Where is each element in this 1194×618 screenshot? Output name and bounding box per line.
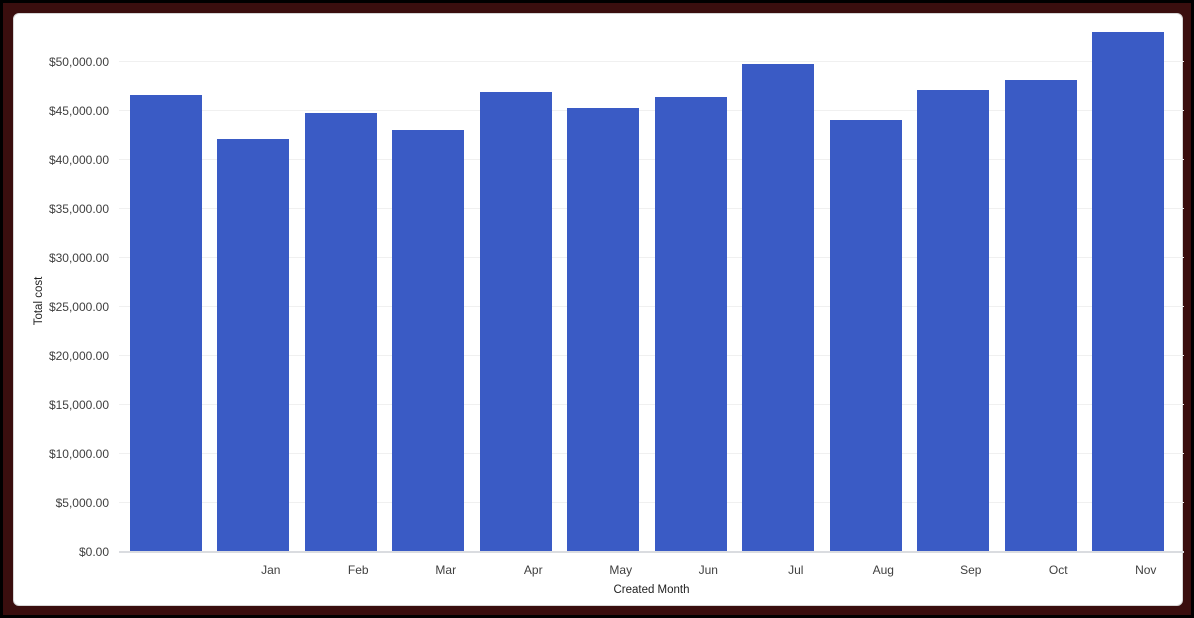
y-tick-label: $30,000.00 [48,251,109,265]
bar-oct[interactable] [917,90,990,552]
x-axis-line [119,551,1184,553]
y-tick-label: $15,000.00 [48,398,109,412]
bar-slot [210,10,298,552]
x-tick-label: Aug [872,563,894,577]
x-tick-label: Jun [698,563,718,577]
x-tick-label: Oct [1048,563,1068,577]
gridline [119,61,1184,62]
y-tick-label: $50,000.00 [48,55,109,69]
window-frame: Total cost $0.00 $5,000.00 $10,000.00 $15,0… [3,3,1191,615]
gridline [119,502,1184,503]
y-tick-label: $25,000.00 [48,300,109,314]
bar-slot [910,10,998,552]
y-tick-label: $20,000.00 [48,349,109,363]
plot-area: $0.00 $5,000.00 $10,000.00 $15,000.00 $20,00… [49,10,1184,559]
y-tick-label: $0.00 [78,545,109,559]
bars-group [122,10,1172,552]
x-tick-label: Feb [347,563,369,577]
bar-jan[interactable] [129,95,202,552]
bar-slot [1085,10,1173,552]
bar-slot [385,10,473,552]
bar-slot [647,10,735,552]
x-tick-label: May [609,563,633,577]
gridline [119,453,1184,454]
x-axis-tick-labels: Jan Feb Mar Apr May Jun Jul Aug Sep Oct Nov Dec [227,563,1194,577]
bar-may[interactable] [479,92,552,552]
x-tick-label: Jan [261,563,281,577]
y-axis-title: Total cost [33,276,45,326]
bar-mar[interactable] [304,112,377,552]
bar-aug[interactable] [742,63,815,552]
bar-slot [122,10,210,552]
gridline [119,306,1184,307]
bar-feb[interactable] [217,139,290,552]
bar-slot [997,10,1085,552]
x-tick-label: Mar [435,563,457,577]
y-tick-label: $40,000.00 [48,153,109,167]
bar-sep[interactable] [829,119,902,552]
x-tick-label: Dec [1190,563,1194,577]
bar-slot [735,10,823,552]
bar-dec[interactable] [1092,31,1165,552]
bar-slot [297,10,385,552]
gridline [119,208,1184,209]
bar-slot [822,10,910,552]
bar-jun[interactable] [567,108,640,552]
gridline [119,355,1184,356]
gridline [119,404,1184,405]
bar-apr[interactable] [392,129,465,552]
gridline [119,159,1184,160]
chart-card: Total cost $0.00 $5,000.00 $10,000.00 $15,0… [13,10,1184,606]
x-tick-label: Jul [788,563,804,577]
x-tick-label: Sep [960,563,982,577]
x-tick-label: Apr [523,563,543,577]
bar-slot [560,10,648,552]
x-axis-title: Created Month [613,584,690,596]
y-tick-label: $10,000.00 [48,447,109,461]
gridline [119,257,1184,258]
bar-slot [472,10,560,552]
y-tick-label: $45,000.00 [48,104,109,118]
x-tick-label: Nov [1135,563,1157,577]
bar-nov[interactable] [1004,79,1077,552]
gridline [119,110,1184,111]
bar-jul[interactable] [654,97,727,552]
y-tick-label: $5,000.00 [55,496,109,510]
y-tick-label: $35,000.00 [48,202,109,216]
